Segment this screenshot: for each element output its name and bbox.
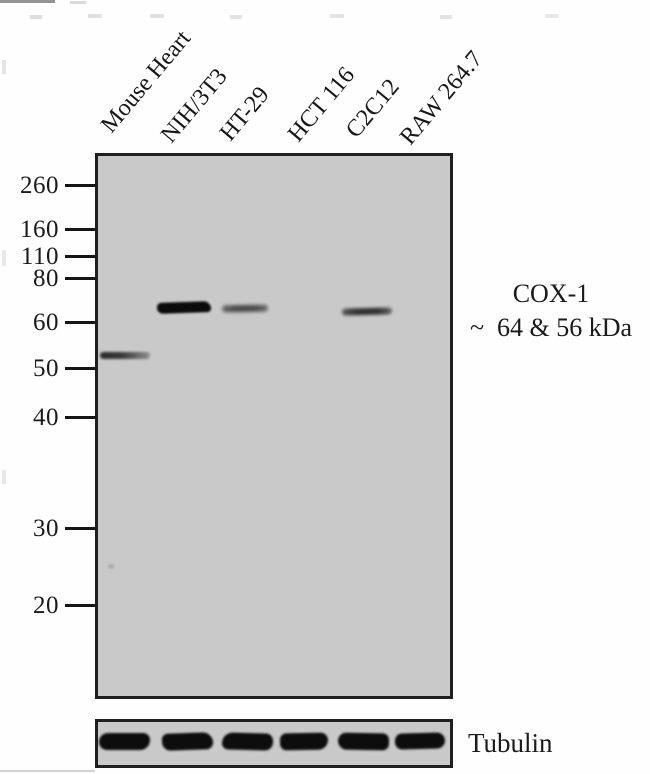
edge-artifact [150, 14, 164, 18]
lane-label-hct116: HCT 116 [283, 62, 361, 148]
edge-artifact [30, 15, 42, 19]
marker-260: 260 [0, 170, 96, 200]
edge-artifact [2, 470, 6, 484]
edge-artifact [2, 60, 6, 74]
edge-artifact [545, 14, 559, 18]
band-cox1-nih3t3 [156, 301, 212, 314]
marker-tick [65, 183, 96, 187]
band-tubulin-nih3t3 [161, 732, 214, 751]
lane-label-raw2647: RAW 264.7 [395, 46, 489, 151]
edge-artifact [2, 250, 6, 266]
marker-40: 40 [0, 402, 96, 432]
loading-control-label: Tubulin [468, 728, 553, 758]
marker-label: 20 [33, 591, 59, 619]
band-cox1-mouse-heart [100, 352, 150, 359]
blot-panel-cox1 [95, 153, 453, 699]
target-name: COX-1 [512, 279, 590, 308]
marker-label: 260 [20, 171, 59, 199]
marker-label: 60 [33, 308, 59, 336]
blot-panel-tubulin [95, 719, 453, 768]
marker-tick [65, 254, 96, 258]
marker-label: 110 [20, 242, 59, 270]
marker-label: 40 [33, 403, 59, 431]
marker-30: 30 [0, 513, 96, 543]
band-tubulin-raw2647 [394, 732, 446, 750]
edge-artifact [230, 15, 242, 19]
edge-artifact [0, 0, 55, 3]
edge-artifact [0, 770, 95, 772]
marker-tick [65, 320, 96, 324]
band-tubulin-hct116 [279, 732, 329, 751]
edge-artifact [330, 14, 344, 18]
marker-tick [65, 366, 96, 370]
marker-label: 30 [33, 514, 59, 542]
band-tubulin-ht29 [221, 732, 274, 751]
marker-label: 50 [33, 354, 59, 382]
marker-80: 80 [0, 263, 96, 293]
marker-label: 80 [33, 264, 59, 292]
marker-110: 110 [0, 241, 96, 271]
marker-tick [65, 415, 96, 419]
marker-tick [65, 603, 96, 607]
marker-160: 160 [0, 214, 96, 244]
marker-label: 160 [20, 215, 59, 243]
target-size: ~ 64 & 56 kDa [469, 313, 633, 342]
target-annotation: COX-1 ~ 64 & 56 kDa [452, 279, 650, 343]
band-tubulin-mouse-heart [99, 733, 150, 750]
band-cox1-c2c12 [341, 307, 393, 316]
marker-50: 50 [0, 353, 96, 383]
band-cox1-ht29 [221, 304, 269, 313]
marker-60: 60 [0, 307, 96, 337]
marker-tick [65, 526, 96, 530]
edge-artifact [440, 15, 452, 19]
lane-label-ht29: HT-29 [215, 81, 275, 146]
blot-speck [108, 564, 114, 569]
marker-tick [65, 227, 96, 231]
edge-artifact [88, 14, 102, 18]
edge-artifact [70, 1, 86, 4]
band-tubulin-c2c12 [337, 732, 390, 751]
marker-20: 20 [0, 590, 96, 620]
marker-tick [65, 276, 96, 280]
